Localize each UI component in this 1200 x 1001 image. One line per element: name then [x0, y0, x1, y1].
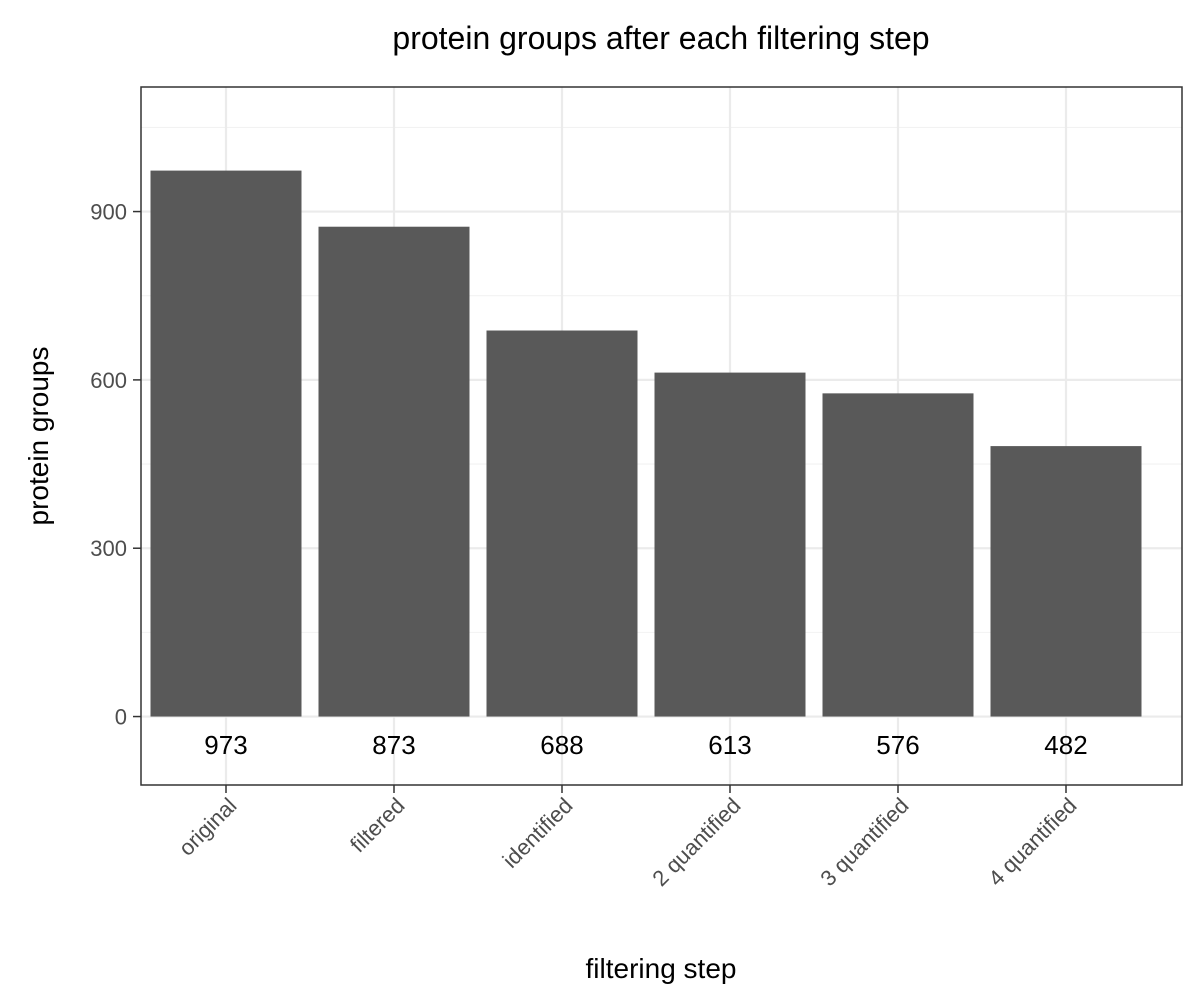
x-tick-label-0: original — [174, 793, 242, 861]
bar-5 — [990, 446, 1142, 717]
plot-panel: 973 873 688 613 576 482 — [140, 86, 1183, 786]
x-tick-label-5: 4 quantified — [983, 793, 1081, 891]
bar-value-label-4: 576 — [876, 730, 919, 760]
y-axis: 0 300 600 900 — [90, 200, 141, 730]
y-tick-label-0: 0 — [115, 705, 127, 730]
bar-3 — [654, 372, 806, 717]
bar-value-label-5: 482 — [1044, 730, 1087, 760]
bar-0 — [150, 170, 302, 717]
chart-title: protein groups after each filtering step — [392, 20, 929, 56]
x-tick-label-3: 2 quantified — [647, 793, 745, 891]
x-axis: original filtered identified 2 quantified 3 … — [174, 785, 1082, 891]
x-tick-label-4: 3 quantified — [815, 793, 913, 891]
bars — [150, 170, 1142, 717]
y-tick-label-2: 600 — [90, 368, 127, 393]
x-axis-title: filtering step — [586, 953, 737, 984]
x-tick-label-1: filtered — [345, 793, 409, 857]
bar-value-label-2: 688 — [540, 730, 583, 760]
x-tick-label-2: identified — [498, 793, 578, 873]
bar-value-label-1: 873 — [372, 730, 415, 760]
bar-1 — [318, 226, 470, 717]
y-tick-label-1: 300 — [90, 536, 127, 561]
bar-4 — [822, 393, 974, 717]
bar-value-label-3: 613 — [708, 730, 751, 760]
bar-2 — [486, 330, 638, 717]
y-tick-label-3: 900 — [90, 200, 127, 225]
panel-border — [140, 86, 1183, 786]
bar-value-labels: 973 873 688 613 576 482 — [204, 730, 1087, 760]
y-axis-title: protein groups — [23, 346, 54, 525]
bar-value-label-0: 973 — [204, 730, 247, 760]
